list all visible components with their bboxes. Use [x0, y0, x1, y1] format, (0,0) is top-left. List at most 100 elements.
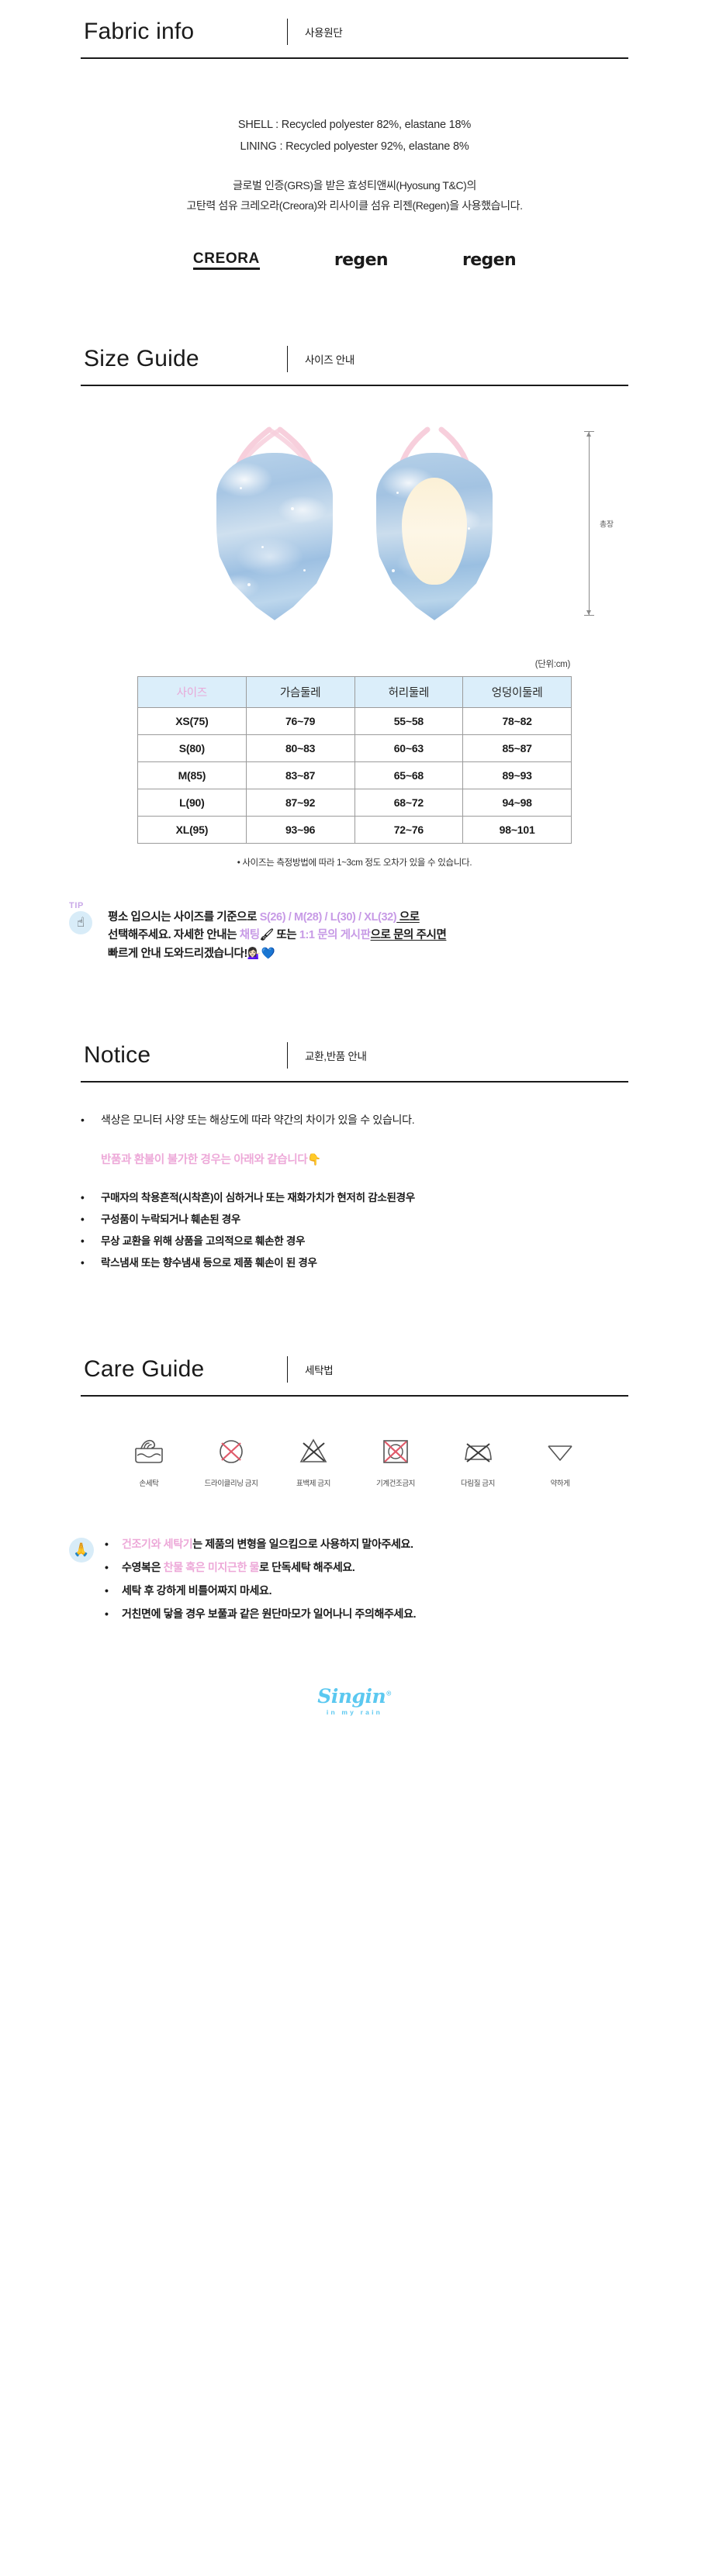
bullet-icon: • — [105, 1537, 109, 1550]
size-table-head: 사이즈 가슴둘레 허리둘레 엉덩이둘레 — [137, 675, 572, 708]
list-item: • 수영복은 찬물 혹은 미지근한 물로 단독세탁 해주세요. — [105, 1559, 649, 1576]
notice-callout: 반품과 환불이 불가한 경우는 아래와 같습니다👇 — [101, 1154, 322, 1167]
pointing-up-icon: ☝ — [69, 910, 92, 934]
bullet-icon: • — [81, 1234, 85, 1247]
bullet-icon: • — [105, 1583, 109, 1597]
brand-sub-text: in my rain — [317, 1708, 391, 1716]
list-item: • 거친면에 닿을 경우 보풀과 같은 원단마모가 일어나니 주의해주세요. — [105, 1606, 649, 1622]
notice-heading: Notice 교환,반품 안내 — [81, 1038, 628, 1083]
fabric-title-en: Fabric info — [84, 19, 195, 44]
care-caption: 손세탁 — [139, 1479, 159, 1488]
cell-hip: 85~87 — [462, 734, 572, 762]
length-axis-label: 총장 — [600, 520, 614, 530]
no-bleach-icon — [281, 1434, 346, 1469]
care-title-en: Care Guide — [84, 1355, 205, 1382]
care-note-text: 거친면에 닿을 경우 보풀과 같은 원단마모가 일어나니 주의해주세요. — [122, 1607, 417, 1620]
fabric-title-kr: 사용원단 — [305, 27, 343, 39]
table-row: S(80) 80~83 60~63 85~87 — [137, 734, 572, 762]
axis-arrow-down-icon — [586, 609, 591, 615]
notice-item-text: 락스냄새 또는 향수냄새 등으로 제품 훼손이 된 경우 — [101, 1256, 317, 1269]
heading-divider — [287, 1042, 288, 1069]
notice-title-en-wrap: Notice — [84, 1044, 287, 1067]
care-caption: 기계건조금지 — [375, 1479, 416, 1488]
cell-chest: 76~79 — [245, 706, 355, 735]
praying-hands-icon: 🙏 — [69, 1537, 94, 1563]
grs-line-2: 고탄력 섬유 크레오라(Creora)와 리사이클 섬유 리젠(Regen)을 … — [186, 199, 523, 212]
care-guide-heading: Care Guide 세탁법 — [81, 1352, 628, 1397]
cell-size: XS(75) — [137, 706, 247, 735]
cell-waist: 60~63 — [354, 734, 464, 762]
cell-waist: 72~76 — [354, 815, 464, 844]
regen-logo-text-1: regen — [334, 250, 389, 270]
brand-trademark: ® — [386, 1689, 392, 1697]
bullet-icon: • — [81, 1114, 85, 1127]
tip-line2-c: 으로 문의 주시면 — [370, 929, 447, 942]
cell-hip: 98~101 — [462, 815, 572, 844]
size-table-header-waist: 허리둘레 — [354, 675, 464, 708]
care-title-kr: 세탁법 — [305, 1364, 334, 1376]
care-note-highlight: 찬물 혹은 미지근한 물 — [163, 1560, 260, 1573]
table-row: XL(95) 93~96 72~76 98~101 — [137, 815, 572, 844]
brand-name-mid: in my — [326, 1708, 357, 1716]
tip-badge: TIP ☝ — [60, 900, 108, 934]
fabric-brand-logos: CREORA regen regen — [0, 250, 709, 270]
size-title-en: Size Guide — [84, 345, 199, 371]
no-dry-clean-icon — [199, 1434, 264, 1469]
size-tip-block: TIP ☝ 평소 입으시는 사이즈를 기준으로 S(26) / M(28) / … — [60, 900, 649, 963]
fabric-composition: SHELL : Recycled polyester 82%, elastane… — [0, 115, 709, 157]
notice-content: • 색상은 모니터 사양 또는 해상도에 따라 약간의 차이가 있을 수 있습니… — [81, 1112, 628, 1271]
no-machine-dry-icon — [363, 1434, 428, 1469]
cell-waist: 68~72 — [354, 788, 464, 817]
care-notes-list: • 건조기와 세탁기는 제품의 변형을 일으킴으로 사용하지 말아주세요. • … — [105, 1536, 649, 1629]
cell-size: M(85) — [137, 761, 247, 789]
swimsuit-back-image — [376, 426, 493, 620]
care-notes-block: 🙏 • 건조기와 세탁기는 제품의 변형을 일으킴으로 사용하지 말아주세요. … — [60, 1536, 649, 1629]
list-item: • 구매자의 착용흔적(시착흔)이 심하거나 또는 재화가치가 현저히 감소된경… — [81, 1190, 628, 1207]
garment-illustration-area: 총장 — [60, 426, 649, 636]
inquiry-board-link[interactable]: 1:1 문의 게시판 — [299, 929, 371, 942]
care-note-text: 수영복은 찬물 혹은 미지근한 물로 단독세탁 해주세요. — [122, 1559, 355, 1576]
care-title-en-wrap: Care Guide — [84, 1355, 287, 1382]
grs-line-1: 글로벌 인증(GRS)을 받은 효성티앤씨(Hyosung T&C)의 — [233, 179, 476, 192]
regen-logo-text-2: regen — [462, 250, 517, 270]
cell-size: XL(95) — [137, 815, 247, 844]
heading-divider — [287, 345, 288, 372]
hand-wash-icon — [116, 1434, 182, 1469]
size-table-header-size: 사이즈 — [137, 675, 247, 708]
care-caption: 약하게 — [550, 1479, 570, 1488]
notice-title-en: Notice — [84, 1042, 151, 1069]
care-note-text: 건조기와 세탁기는 제품의 변형을 일으킴으로 사용하지 말아주세요. — [122, 1536, 413, 1552]
tip-line3-icons: 💁🏻‍♀️💙 — [247, 947, 275, 960]
tip-label: TIP — [69, 900, 84, 910]
care-symbol-no-iron: 다림질 금지 — [445, 1434, 510, 1488]
brand-name-bottom: rain — [360, 1708, 383, 1716]
table-row: M(85) 83~87 65~68 89~93 — [137, 761, 572, 789]
fabric-title-en-wrap: Fabric info — [84, 20, 287, 43]
list-item: • 락스냄새 또는 향수냄새 등으로 제품 훼손이 된 경우 — [81, 1255, 628, 1272]
brand-script-text: Singin® — [317, 1684, 392, 1708]
care-caption: 드라이클리닝 금지 — [204, 1479, 258, 1488]
care-note-highlight: 건조기와 세탁기 — [122, 1537, 193, 1550]
swimsuit-back-opening — [402, 477, 467, 585]
fabric-info-heading: Fabric info 사용원단 — [81, 14, 628, 59]
cell-size: S(80) — [137, 734, 247, 762]
axis-arrow-up-icon — [586, 431, 591, 437]
care-symbol-row: 손세탁 드라이클리닝 금지 — [81, 1434, 628, 1488]
swimsuit-front-image — [216, 426, 333, 620]
cell-chest: 87~92 — [245, 788, 355, 817]
care-note-text: 세탁 후 강하게 비틀어짜지 마세요. — [122, 1583, 272, 1597]
care-caption: 다림질 금지 — [461, 1479, 495, 1488]
brand-name-main: Singin — [317, 1684, 386, 1708]
length-measurement-axis: 총장 — [576, 430, 631, 616]
fabric-info-section: Fabric info 사용원단 SHELL : Recycled polyes… — [0, 0, 709, 270]
size-measure-note: • 사이즈는 측정방법에 따라 1~3cm 정도 오차가 있을 수 있습니다. — [237, 858, 472, 868]
axis-cap-bottom — [584, 614, 594, 616]
care-symbol-no-machine-dry: 기계건조금지 — [363, 1434, 428, 1488]
chat-link[interactable]: 채팅 — [239, 929, 260, 942]
bullet-icon: • — [105, 1560, 109, 1573]
cell-chest: 93~96 — [245, 815, 355, 844]
creora-logo-text: CREORA — [192, 250, 260, 270]
size-table: 사이즈 가슴둘레 허리둘레 엉덩이둘레 XS(75) 76~79 55~58 7… — [137, 675, 572, 844]
no-iron-icon — [445, 1434, 510, 1469]
